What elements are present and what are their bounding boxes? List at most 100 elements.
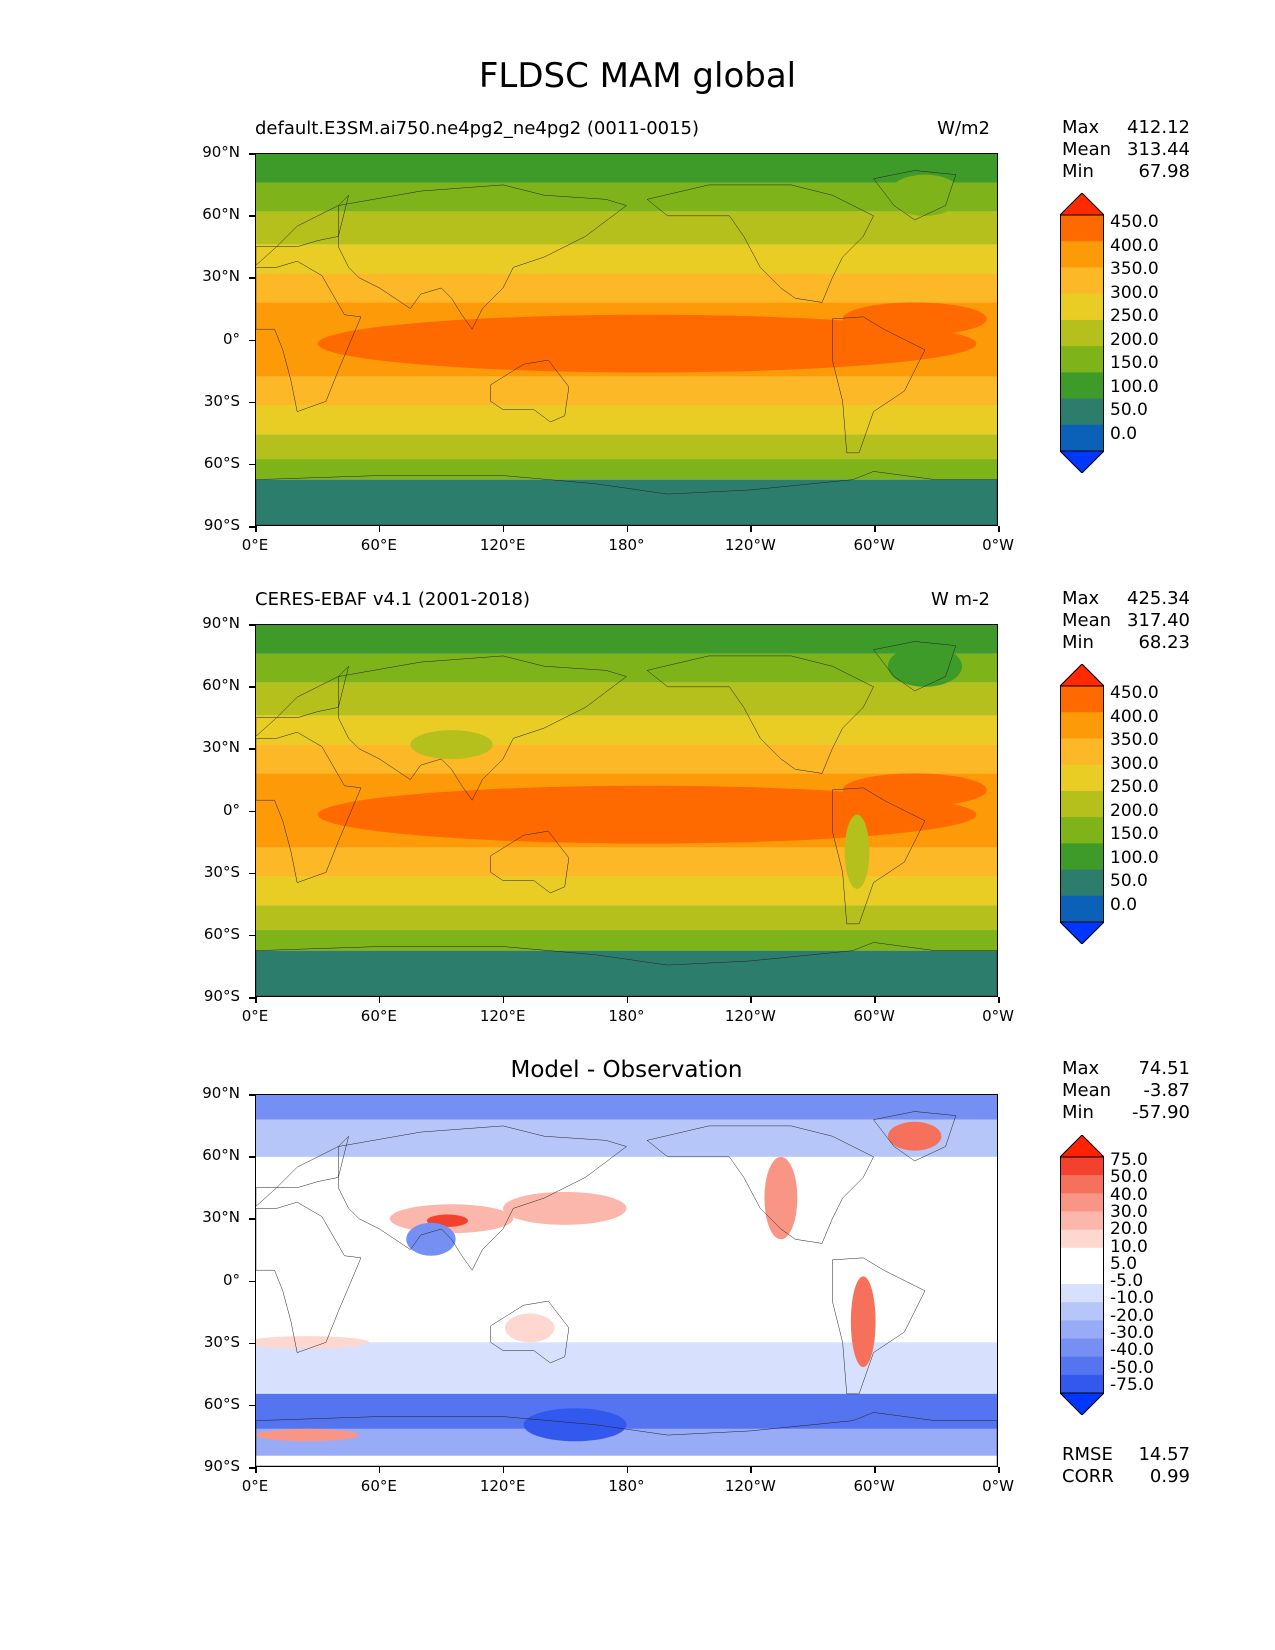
model-map	[255, 153, 998, 526]
panel-diff-title: Model - Observation	[510, 1057, 743, 1083]
lat-tick-label: 90°N	[202, 614, 240, 632]
diff-stats: Max 74.51 Mean -3.87 Min -57.90	[1062, 1058, 1190, 1124]
europe-coastline	[256, 666, 349, 736]
colorbar-segment	[1060, 817, 1104, 844]
band-southern-ocean	[256, 930, 997, 951]
south-america-coastline	[832, 1258, 925, 1394]
colorbar-extend-max	[1060, 1135, 1104, 1158]
colorbar-frame	[1060, 214, 1104, 452]
lat-tick-label: 90°N	[202, 143, 240, 161]
lon-tick	[378, 526, 381, 532]
stat-max: 412.12	[1127, 117, 1190, 138]
stat-label: Min	[1062, 632, 1094, 653]
lon-tick-label: 60°E	[360, 1007, 397, 1025]
colorbar-tick-label: 450.0	[1110, 212, 1159, 232]
model-colorbar	[1060, 193, 1104, 473]
antarctica-coastline	[256, 1412, 997, 1466]
lat-tick	[249, 339, 255, 341]
colorbar-tick-label: 300.0	[1110, 282, 1159, 303]
stat-label: Max	[1062, 1058, 1100, 1079]
diff-rockies-positive	[764, 1156, 798, 1240]
stat-label: Mean	[1062, 1080, 1112, 1101]
band-subtropic-north	[256, 273, 997, 303]
australia-coastline	[491, 1301, 569, 1363]
lon-tick	[750, 1467, 752, 1473]
stat-mean: -3.87	[1143, 1080, 1190, 1101]
lon-tick-label: 180°	[608, 536, 645, 554]
lat-tick-label: 0°	[222, 329, 240, 348]
lat-tick	[249, 872, 255, 875]
lon-tick	[998, 1467, 1000, 1473]
colorbar-segment	[1060, 1211, 1104, 1231]
lat-tick	[249, 1218, 255, 1220]
stat-mean: 317.40	[1127, 610, 1190, 631]
colorbar-tick-label: 5.0	[1110, 1253, 1138, 1274]
lon-tick	[502, 997, 505, 1003]
lat-tick	[249, 1404, 255, 1407]
lat-tick	[249, 1467, 255, 1469]
lat-tick-label: 90°S	[203, 987, 240, 1005]
colorbar-segment	[1060, 267, 1104, 295]
diff-metrics: RMSE 14.57 CORR 0.99	[1062, 1444, 1190, 1488]
lon-tick	[874, 1467, 876, 1473]
lat-tick-label: 30°S	[203, 1332, 240, 1351]
greenland-contour	[887, 174, 963, 216]
lat-tick	[249, 624, 255, 626]
lon-tick	[626, 526, 628, 532]
atlantic-max-contour	[842, 302, 987, 336]
stat-max: 425.34	[1127, 588, 1190, 609]
north-america-coastline	[647, 656, 873, 773]
colorbar-segment	[1060, 215, 1104, 242]
colorbar-segment	[1060, 346, 1104, 373]
north-america-coastline	[647, 185, 873, 302]
lat-tick-label: 60°N	[202, 1146, 240, 1165]
lat-tick	[249, 748, 255, 750]
lon-tick	[502, 526, 505, 532]
colorbar-tick-label: 200.0	[1110, 800, 1159, 821]
colorbar-tick-label: -10.0	[1110, 1288, 1154, 1309]
colorbar-tick-label: 200.0	[1110, 329, 1159, 350]
asia-coastline	[338, 185, 626, 329]
band-subtropic-north	[256, 744, 997, 774]
lon-tick-label: 0°W	[982, 1477, 1014, 1495]
colorbar-segment	[1060, 1356, 1104, 1376]
band-high-north	[256, 653, 997, 683]
colorbar-segment	[1060, 1193, 1104, 1212]
colorbar-frame	[1060, 685, 1104, 923]
africa-coastline	[256, 261, 361, 411]
colorbar-segment	[1060, 241, 1104, 268]
colorbar-segment	[1060, 738, 1104, 766]
colorbar-tick-label: 400.0	[1110, 706, 1159, 727]
lon-tick	[626, 997, 628, 1003]
colorbar-tick-label: -40.0	[1110, 1340, 1154, 1361]
colorbar-tick-label: 350.0	[1110, 730, 1159, 750]
lon-tick-label: 0°E	[241, 536, 269, 554]
lat-tick	[249, 810, 255, 812]
colorbar-segment	[1060, 790, 1104, 818]
colorbar-tick-label: 75.0	[1110, 1150, 1148, 1170]
colorbar-segment	[1060, 1265, 1104, 1285]
asia-coastline	[338, 1126, 626, 1270]
atlantic-max-contour	[842, 773, 987, 807]
panel-obs-title: CERES-EBAF v4.1 (2001-2018)	[255, 589, 531, 610]
colorbar-segment	[1060, 895, 1104, 923]
lat-tick	[249, 463, 255, 466]
colorbar-tick-label: -5.0	[1110, 1271, 1144, 1292]
metric-rmse: 14.57	[1138, 1444, 1190, 1465]
lon-tick-label: 0°E	[241, 1007, 269, 1025]
colorbar-tick-label: -30.0	[1110, 1323, 1154, 1343]
band-subtropic-south	[256, 847, 997, 877]
diff-pacific-positive	[503, 1191, 627, 1225]
metric-label: RMSE	[1062, 1444, 1113, 1465]
diff-andes-positive	[850, 1276, 876, 1368]
andes-contour	[844, 814, 870, 889]
lat-tick	[249, 1094, 255, 1096]
lat-tick-label: 60°S	[203, 924, 240, 943]
stat-max: 74.51	[1138, 1058, 1190, 1079]
lat-tick	[249, 934, 255, 937]
lon-tick	[874, 526, 876, 532]
colorbar-tick-label: 0.0	[1110, 894, 1138, 915]
colorbar-segment	[1060, 372, 1104, 400]
lon-tick	[255, 997, 257, 1003]
warm-pool-contour	[317, 314, 977, 373]
